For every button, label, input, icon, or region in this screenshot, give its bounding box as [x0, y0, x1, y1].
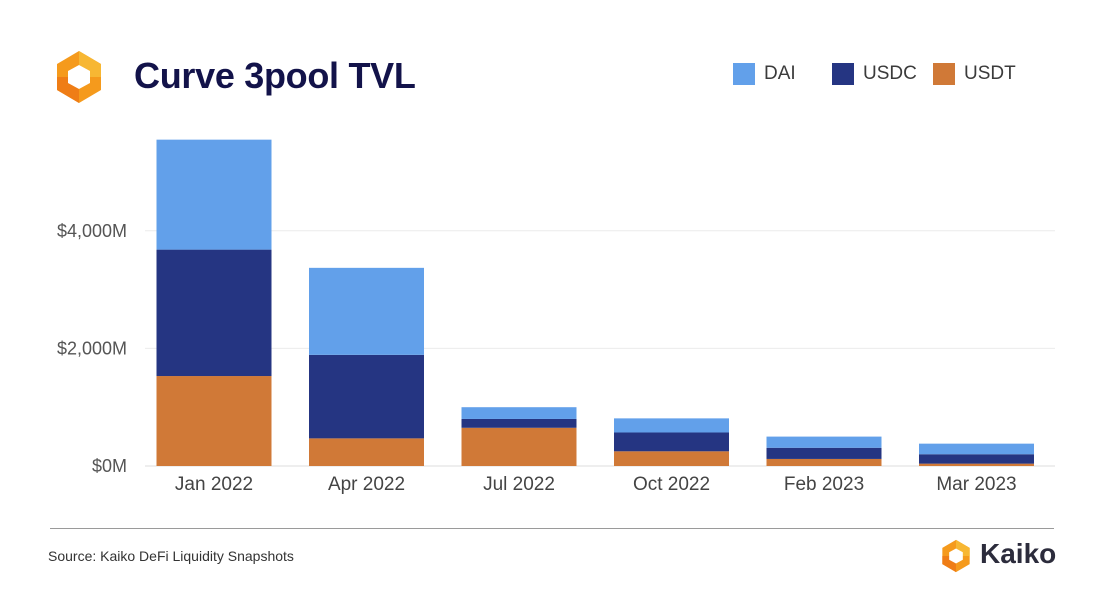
bar-segment-dai — [766, 436, 882, 448]
y-tick-label: $2,000M — [57, 338, 127, 358]
x-tick-label: Feb 2023 — [784, 474, 864, 495]
bar-segment-usdc — [156, 249, 272, 377]
bar-segment-usdt — [766, 458, 882, 466]
bar-segment-dai — [461, 407, 577, 419]
chart-bars — [156, 139, 1034, 466]
bar-segment-usdt — [156, 376, 272, 466]
chart-grid — [145, 230, 1055, 467]
bar-segment-usdc — [309, 354, 424, 439]
legend-swatch-dai — [733, 63, 755, 85]
bar-segment-usdt — [461, 427, 577, 466]
x-tick-label: Mar 2023 — [936, 474, 1016, 495]
bar-segment-usdc — [461, 418, 577, 428]
source-note: Source: Kaiko DeFi Liquidity Snapshots — [48, 548, 294, 564]
y-tick-label: $0M — [92, 456, 127, 476]
legend-label-dai: DAI — [764, 63, 796, 84]
kaiko-logo-icon — [57, 51, 101, 103]
y-tick-label: $4,000M — [57, 221, 127, 241]
bar-segment-dai — [919, 443, 1034, 455]
bar-segment-usdt — [919, 463, 1034, 466]
bar-segment-usdt — [614, 451, 729, 466]
legend-swatch-usdt — [933, 63, 955, 85]
x-tick-label: Apr 2022 — [328, 474, 405, 495]
brand-name: Kaiko — [980, 538, 1057, 569]
x-tick-label: Oct 2022 — [633, 474, 710, 495]
kaiko-brand-icon — [942, 539, 970, 573]
footer-divider — [50, 528, 1054, 529]
bar-segment-usdc — [614, 432, 729, 452]
chart-title: Curve 3pool TVL — [134, 55, 416, 96]
bar-segment-dai — [614, 418, 729, 433]
x-tick-label: Jul 2022 — [483, 474, 555, 495]
bar-segment-dai — [309, 267, 424, 355]
bar-segment-dai — [156, 139, 272, 250]
legend-swatch-usdc — [832, 63, 854, 85]
legend-label-usdc: USDC — [863, 63, 917, 84]
x-tick-label: Jan 2022 — [175, 474, 253, 495]
bar-segment-usdc — [919, 454, 1034, 464]
bar-segment-usdt — [309, 438, 424, 466]
legend-label-usdt: USDT — [964, 63, 1016, 84]
bar-segment-usdc — [766, 447, 882, 459]
x-axis: Jan 2022 Apr 2022 Jul 2022 Oct 2022 Feb 2023… — [175, 474, 1017, 495]
y-axis: $0M $2,000M $4,000M — [57, 221, 127, 476]
